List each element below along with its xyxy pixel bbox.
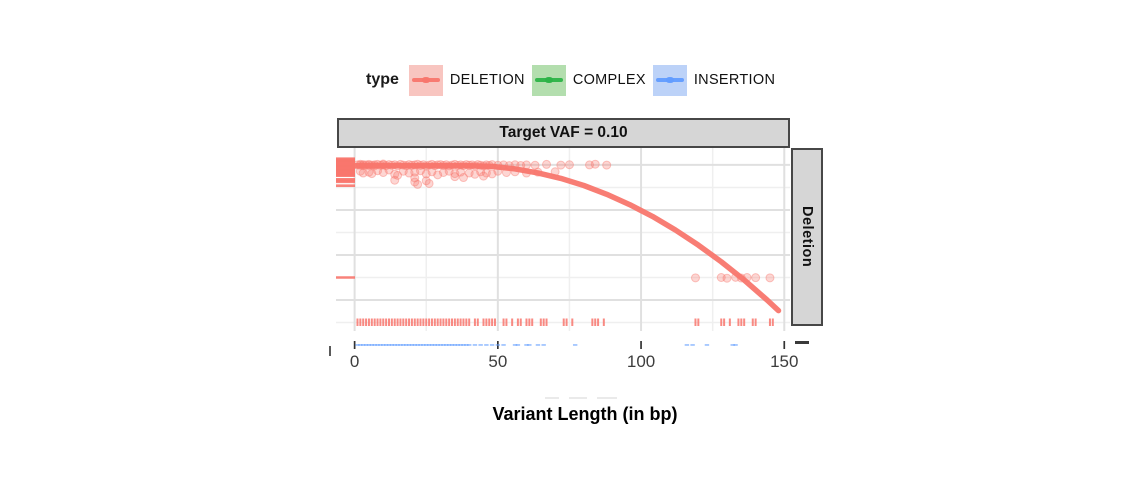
data-point (450, 172, 460, 182)
data-point (481, 168, 491, 178)
legend: type DELETION COMPLEX INSERTION (366, 64, 782, 96)
data-point (690, 273, 700, 283)
x-tick-label: 100 (627, 352, 655, 371)
facet-strip-top: Target VAF = 0.10 (337, 118, 790, 148)
faint-marks-artifact (545, 397, 635, 399)
plot-svg: 0 50 100 150 (336, 148, 798, 371)
data-point (367, 169, 377, 179)
data-point (716, 273, 726, 283)
deletion-rug-left (336, 157, 355, 279)
deletion-smooth-curve (351, 162, 782, 314)
data-point (404, 168, 414, 178)
data-point (421, 176, 431, 186)
data-point (424, 178, 434, 188)
data-point (393, 170, 403, 180)
data-point (358, 168, 368, 178)
facet-row-label: Deletion (799, 206, 815, 268)
data-point (450, 169, 460, 179)
facet-strip-right: Deletion (791, 148, 823, 326)
deletion-key-dot (421, 76, 430, 84)
data-point (421, 169, 431, 179)
data-point (584, 160, 594, 170)
data-point (410, 173, 420, 183)
data-point (390, 169, 400, 179)
cropped-tick-artifact (329, 346, 331, 356)
data-point (556, 160, 566, 170)
x-tick-label: 50 (488, 352, 507, 371)
data-point (410, 177, 420, 187)
right-dash-artifact (795, 341, 809, 344)
deletion-key-swatch-icon (408, 64, 443, 96)
complex-key-dot (544, 76, 553, 84)
data-point (378, 167, 388, 177)
data-point (530, 160, 540, 170)
x-tick-label: 150 (770, 352, 798, 371)
data-point (602, 160, 612, 170)
data-point (470, 169, 480, 179)
data-point (765, 273, 775, 283)
data-point (564, 160, 574, 170)
legend-label-complex: COMPLEX (572, 72, 646, 88)
x-tick-label: 0 (350, 352, 359, 371)
insertion-key-dot (665, 76, 674, 84)
complex-key-swatch-icon (531, 64, 566, 96)
data-point (438, 167, 448, 177)
insertion-key-swatch-icon (652, 64, 687, 96)
legend-title: type (366, 71, 399, 88)
data-point (413, 179, 423, 189)
legend-label-deletion: DELETION (449, 72, 525, 88)
data-point (464, 168, 474, 178)
x-axis-title: Variant Length (in bp) (492, 404, 678, 424)
data-point (458, 173, 468, 183)
legend-label-insertion: INSERTION (693, 72, 776, 88)
data-point (542, 159, 552, 169)
legend-item-deletion: DELETION (408, 64, 525, 96)
deletion-rug-bottom (356, 318, 774, 326)
facet-title: Target VAF = 0.10 (499, 124, 628, 141)
legend-item-complex: COMPLEX (531, 64, 646, 96)
data-point (487, 169, 497, 179)
insertion-rug (355, 344, 738, 346)
legend-item-insertion: INSERTION (652, 64, 776, 96)
x-axis: 0 50 100 150 (350, 341, 798, 371)
data-point (722, 273, 732, 283)
data-point (590, 159, 600, 169)
data-point (433, 170, 443, 180)
data-point (390, 175, 400, 185)
data-point (479, 171, 489, 181)
data-point (751, 273, 761, 283)
